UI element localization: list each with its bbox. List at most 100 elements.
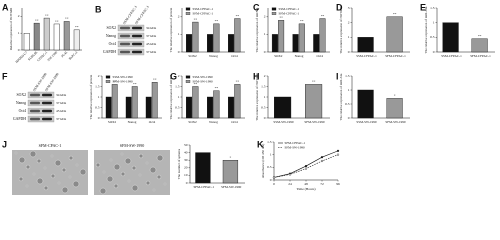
x-tick-label: SOX2 [274, 54, 283, 58]
cell-sphere [156, 174, 162, 180]
x-tick-label: 48 [304, 182, 308, 186]
cell-sphere [145, 180, 151, 186]
bar [111, 84, 118, 119]
bar [234, 18, 241, 53]
y-tick-label: 2 [18, 14, 20, 18]
bar [53, 23, 60, 51]
y-axis-label: The relative expression of HOTAIR [255, 73, 259, 121]
panel-letter: H [253, 71, 260, 81]
cell-sphere [50, 154, 54, 158]
x-tick-label: SSM-CFPAC-1 [356, 54, 377, 58]
line [273, 150, 339, 178]
x-tick-label: SOX2 [188, 120, 197, 124]
y-axis-label: The relative expression of protein [89, 74, 93, 119]
cell-sphere [68, 155, 74, 161]
blot-band [132, 26, 142, 30]
blot-band [120, 50, 130, 54]
y-axis-label: Relative expression of HOTAIR [9, 7, 13, 50]
blot-band [132, 34, 142, 38]
legend-swatch [105, 75, 111, 79]
legend-swatch [185, 7, 191, 11]
significance: ** [35, 18, 39, 22]
cell-sphere [43, 185, 49, 191]
bar [357, 37, 374, 53]
x-tick-label: SFM-CFPAC-1 [193, 185, 214, 189]
x-tick-label: SOX2 [188, 54, 197, 58]
panel-letter: I [336, 71, 339, 81]
y-tick-label: 0 [178, 116, 180, 120]
bar [271, 34, 278, 53]
point [304, 164, 308, 168]
point [304, 167, 308, 170]
legend-swatch [271, 7, 277, 11]
cell-sphere [68, 175, 72, 179]
cell-sphere [106, 175, 114, 183]
blot-strip [27, 115, 55, 123]
y-tick-label: 1 [178, 95, 180, 99]
y-tick-label: 1 [348, 35, 350, 39]
x-tick-label: SFM-CFPAC-1 [385, 54, 406, 58]
cell-sphere [14, 151, 18, 155]
significance: ** [75, 25, 79, 29]
blot-band [42, 117, 52, 121]
size-label: 37 kDa [146, 50, 157, 54]
blot-band [132, 50, 142, 54]
bar [145, 96, 152, 119]
bar [298, 23, 305, 53]
y-tick-label: 1 [264, 95, 266, 99]
y-tick-label: 1 [264, 32, 266, 36]
cell-sphere [120, 152, 124, 156]
significance: ** [194, 82, 198, 86]
y-axis-label: The relative expression of mRNA [255, 7, 259, 52]
cell-sphere [25, 164, 31, 170]
y-tick-label: 0.5 [267, 165, 272, 169]
y-axis-label: Absorbance (OD 450 nm) [261, 144, 265, 178]
bar [278, 20, 285, 53]
bar [357, 89, 374, 119]
legend-swatch [185, 75, 191, 79]
point [288, 173, 292, 176]
blot-strip [117, 32, 145, 40]
x-tick-label: Oct4 [316, 54, 323, 58]
x-tick-label: SSM-CFPAC-1 [441, 54, 462, 58]
legend-swatch [185, 12, 191, 15]
blot-band [120, 34, 130, 38]
bar [151, 82, 158, 119]
blot-band [120, 26, 130, 30]
x-tick-label: SSM-SW-1990 [273, 120, 294, 124]
size-label: 45 kDa [56, 109, 67, 113]
cell-sphere [102, 170, 106, 174]
blot-band [42, 101, 52, 105]
panel-letter: J [2, 139, 7, 149]
x-tick-label: SSM-SW-1990 [356, 120, 377, 124]
x-tick-label: PL45 [60, 50, 68, 58]
cell-sphere [124, 157, 132, 165]
significance: ** [236, 14, 240, 18]
significance: ** [321, 14, 325, 18]
x-tick-label: SFM-SW-1990 [221, 185, 242, 189]
y-tick-label: 0.5 [345, 102, 350, 106]
y-tick-label: 1 [433, 20, 435, 24]
bar [274, 96, 292, 119]
blot-strip [27, 107, 55, 115]
size-label: 45 kDa [146, 42, 157, 46]
cell-sphere [113, 163, 121, 171]
cell-sphere [138, 173, 142, 177]
blot-band [30, 93, 40, 97]
y-tick-label: 1.5 [95, 84, 100, 88]
blot-strip [117, 48, 145, 56]
significance: ** [55, 19, 59, 23]
x-tick-label: 96 [336, 182, 340, 186]
image-label: SFM-CPAC-1 [39, 143, 62, 148]
y-tick-label: 0 [186, 181, 188, 185]
cell-sphere [29, 150, 37, 158]
bar [386, 98, 403, 119]
y-tick-label: 1 [18, 31, 20, 35]
size-label: 34 kDa [146, 26, 157, 30]
x-tick-label: HPDE6-C7 [15, 50, 29, 64]
x-tick-label: Nanog [209, 120, 218, 124]
cell-sphere [36, 177, 44, 185]
bar [213, 23, 220, 53]
cell-sphere [131, 184, 139, 192]
blot-band [42, 93, 52, 97]
